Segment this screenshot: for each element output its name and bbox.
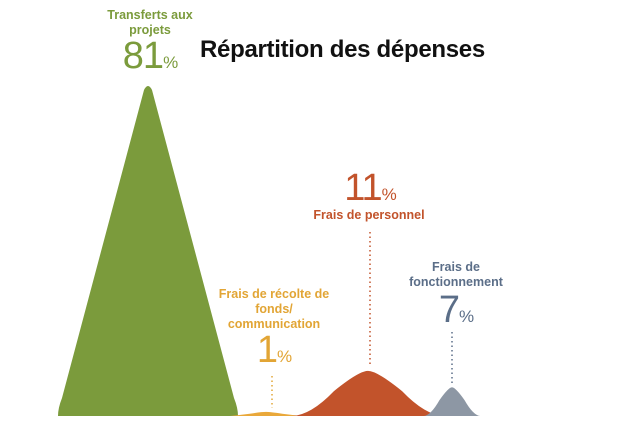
value-label: 11% xyxy=(344,167,397,209)
mountain xyxy=(58,86,238,416)
value-label: 1% xyxy=(256,329,292,371)
mountain xyxy=(230,411,302,416)
value-label: 81% xyxy=(122,35,178,77)
category-label: Frais de personnel xyxy=(313,208,425,222)
category-label: Transferts aux projets xyxy=(107,8,193,37)
category-label: Frais de fonctionnement xyxy=(409,260,503,289)
mountain xyxy=(292,370,444,416)
category-label: Frais de récolte de fonds/ communication xyxy=(218,287,330,331)
chart-title: Répartition des dépenses xyxy=(200,36,485,63)
value-label: 7% xyxy=(438,289,474,331)
mountain xyxy=(424,387,480,416)
